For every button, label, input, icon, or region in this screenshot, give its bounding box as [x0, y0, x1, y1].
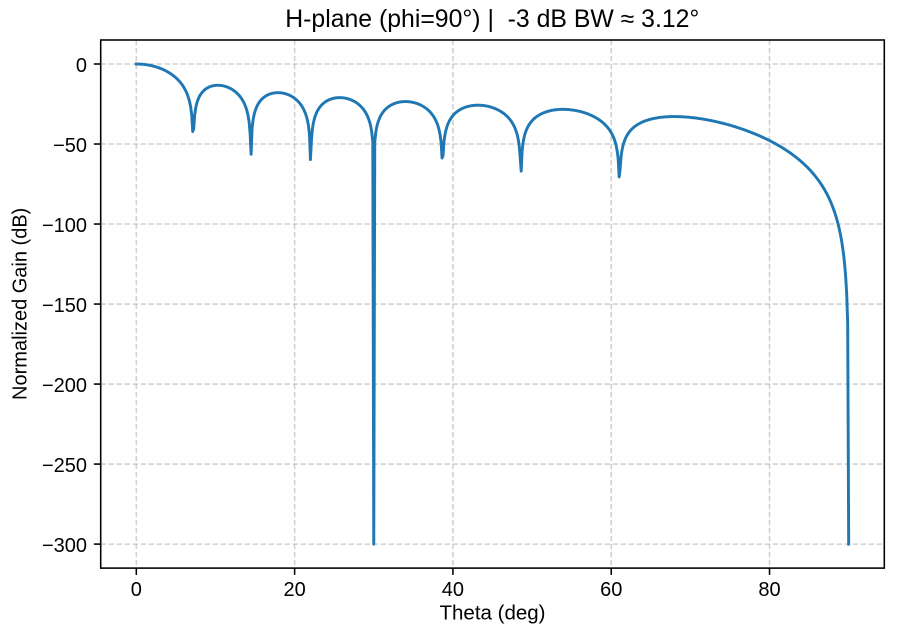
svg-text:−150: −150: [42, 295, 87, 317]
svg-text:0: 0: [76, 55, 87, 77]
svg-text:80: 80: [758, 579, 780, 601]
svg-text:−50: −50: [53, 135, 87, 157]
svg-text:−200: −200: [42, 375, 87, 397]
svg-text:H-plane (phi=90°) | -3 dB BW: H-plane (phi=90°) | -3 dB BW ≈ 3.12°: [285, 6, 699, 33]
svg-text:60: 60: [600, 579, 622, 601]
svg-text:0: 0: [131, 579, 142, 601]
svg-text:Normalized Gain (dB): Normalized Gain (dB): [10, 208, 32, 400]
svg-text:20: 20: [283, 579, 305, 601]
svg-text:40: 40: [442, 579, 464, 601]
svg-text:−100: −100: [42, 215, 87, 237]
svg-text:Theta (deg): Theta (deg): [440, 602, 546, 625]
svg-text:−250: −250: [42, 455, 87, 477]
svg-text:−300: −300: [42, 535, 87, 557]
